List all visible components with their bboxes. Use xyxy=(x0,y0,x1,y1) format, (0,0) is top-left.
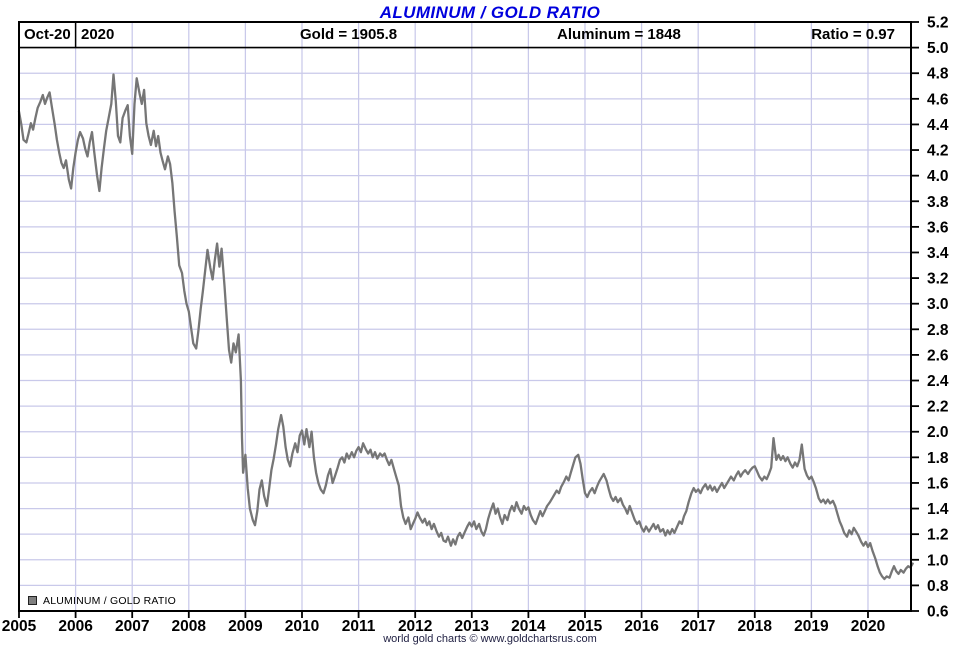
x-tick-label: 2019 xyxy=(794,618,829,635)
x-tick-label: 2009 xyxy=(228,618,263,635)
y-tick-label: 1.6 xyxy=(927,475,949,492)
y-tick-label: 3.0 xyxy=(927,296,949,313)
header-ratio-value: Ratio = 0.97 xyxy=(811,26,895,43)
x-tick-label: 2006 xyxy=(58,618,93,635)
header-date-month: Oct-20 xyxy=(24,26,71,43)
ratio-line-series xyxy=(17,73,914,581)
y-tick-label: 2.6 xyxy=(927,347,949,364)
x-tick-label: 2010 xyxy=(285,618,319,635)
x-tick-label: 2018 xyxy=(738,618,773,635)
y-tick-label: 0.6 xyxy=(927,604,949,621)
page-title: ALUMINUM / GOLD RATIO xyxy=(379,3,601,22)
x-tick-label: 2013 xyxy=(455,618,490,635)
y-tick-label: 3.2 xyxy=(927,271,949,288)
legend-swatch-icon xyxy=(28,596,37,605)
x-tick-label: 2005 xyxy=(2,618,37,635)
x-tick-label: 2014 xyxy=(511,618,546,635)
x-tick-label: 2015 xyxy=(568,618,603,635)
y-tick-label: 2.0 xyxy=(927,424,949,441)
y-tick-label: 1.4 xyxy=(927,501,949,518)
y-tick-label: 3.6 xyxy=(927,219,949,236)
y-tick-label: 2.2 xyxy=(927,399,949,416)
legend-label: ALUMINUM / GOLD RATIO xyxy=(43,594,176,607)
y-tick-label: 5.0 xyxy=(927,40,949,57)
footer-credit: world gold charts © www.goldchartsrus.co… xyxy=(383,633,597,645)
y-tick-label: 4.0 xyxy=(927,168,949,185)
plot-border xyxy=(18,21,912,612)
header-aluminum-value: Aluminum = 1848 xyxy=(557,26,681,43)
y-tick-label: 3.8 xyxy=(927,194,949,211)
x-tick-label: 2007 xyxy=(115,618,149,635)
y-tick-label: 4.2 xyxy=(927,143,949,160)
x-tick-label: 2011 xyxy=(342,618,376,635)
header-gold-value: Gold = 1905.8 xyxy=(300,26,398,43)
x-tick-label: 2017 xyxy=(681,618,715,635)
y-tick-label: 4.8 xyxy=(927,66,949,83)
y-tick-label: 4.4 xyxy=(927,117,949,134)
y-tick-label: 1.2 xyxy=(927,527,949,544)
y-tick-label: 1.8 xyxy=(927,450,949,467)
x-tick-label: 2016 xyxy=(624,618,659,635)
header-date-year: 2020 xyxy=(81,26,115,43)
legend: ALUMINUM / GOLD RATIO xyxy=(28,594,176,607)
x-tick-label: 2020 xyxy=(851,618,885,635)
y-tick-label: 2.8 xyxy=(927,322,949,339)
y-tick-label: 5.2 xyxy=(927,15,949,32)
y-tick-label: 2.4 xyxy=(927,373,949,390)
y-tick-label: 3.4 xyxy=(927,245,949,262)
y-tick-label: 0.8 xyxy=(927,578,949,595)
y-tick-label: 1.0 xyxy=(927,552,949,569)
x-tick-label: 2012 xyxy=(398,618,432,635)
x-tick-label: 2008 xyxy=(172,618,207,635)
y-tick-label: 4.6 xyxy=(927,91,949,108)
